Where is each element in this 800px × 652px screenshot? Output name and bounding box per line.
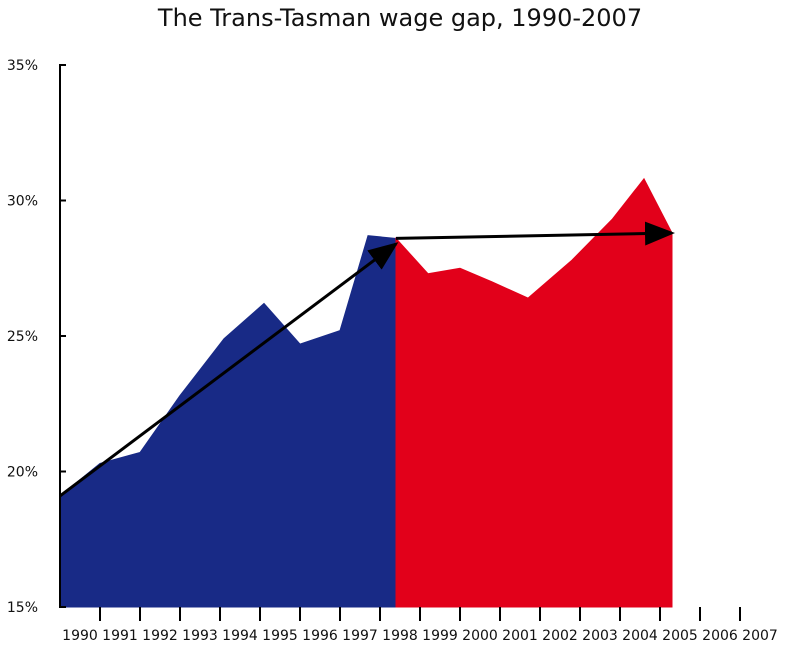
x-tick-label: 2003 [582,628,618,644]
x-tick-label: 1994 [222,628,258,644]
x-tick-label: 2005 [662,628,698,644]
y-tick-label: 30% [7,194,38,210]
x-tick-label: 1999 [422,628,458,644]
x-tick-label: 2002 [542,628,578,644]
area-series-0 [59,235,397,608]
ticks-layer: 15%20%25%30%35%1990 1991 1992 1993 1994 1995 1… [7,58,778,644]
y-tick-label: 15% [7,600,38,616]
x-tick-label: 1993 [182,628,218,644]
x-tick-label: 1992 [142,628,178,644]
area-series-1 [395,177,673,608]
trend-arrow-0 [59,242,399,498]
x-tick-label: 1998 [382,628,418,644]
x-tick-label: 1991 [102,628,138,644]
x-tick-label: 2007 [742,628,778,644]
y-tick-label: 35% [7,58,38,74]
x-tick-label: 1996 [302,628,338,644]
trend-arrow-1 [395,221,675,246]
areas-layer [59,177,673,608]
arrows-layer [59,221,675,498]
y-tick-label: 25% [7,329,38,345]
x-tick-label: 2001 [502,628,538,644]
x-tick-label: 1995 [262,628,298,644]
x-tick-label: 1990 [62,628,98,644]
chart-title: The Trans-Tasman wage gap, 1990-2007 [157,4,643,32]
y-tick-label: 20% [7,465,38,481]
x-tick-label: 2000 [462,628,498,644]
x-tick-label: 2006 [702,628,738,644]
x-tick-label: 1997 [342,628,378,644]
x-tick-label: 2004 [622,628,658,644]
